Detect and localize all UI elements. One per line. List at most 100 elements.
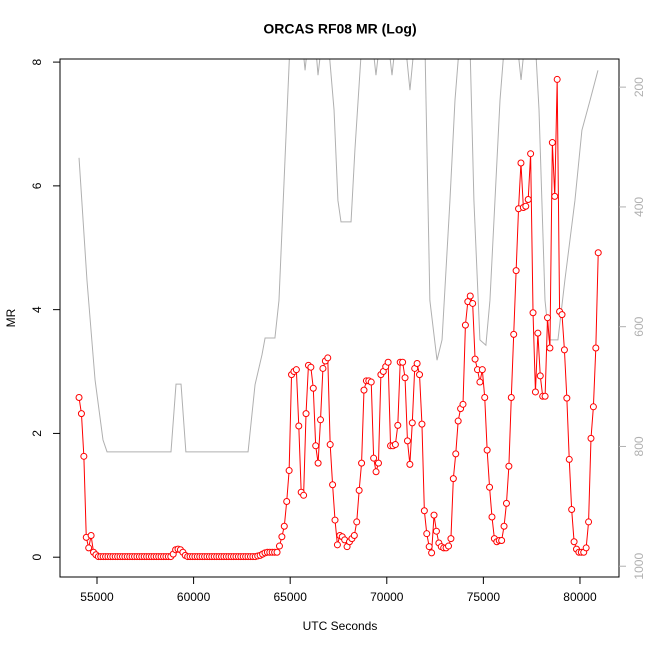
data-point: [312, 442, 320, 450]
data-point: [280, 522, 288, 530]
data-point: [360, 386, 368, 394]
data-point: [587, 434, 595, 442]
data-point: [300, 491, 308, 499]
data-point: [399, 358, 407, 366]
x-tick-label: 65000: [274, 590, 308, 604]
data-point: [534, 329, 542, 337]
x-axis-label: UTC Seconds: [303, 619, 378, 633]
data-point: [563, 394, 571, 402]
x-tick-label: 70000: [370, 590, 404, 604]
data-point: [461, 321, 469, 329]
data-point: [471, 355, 479, 363]
data-point: [425, 543, 433, 551]
y2-tick-label: 1000: [632, 553, 646, 580]
data-point: [481, 394, 489, 402]
data-point: [367, 378, 375, 386]
data-point: [500, 522, 508, 530]
data-point: [87, 532, 95, 540]
data-point: [278, 533, 286, 541]
data-point: [292, 366, 300, 374]
data-point: [283, 497, 291, 505]
y2-tick-label: 200: [632, 77, 646, 97]
series-line: [78, 79, 599, 558]
data-point: [544, 314, 552, 322]
data-point: [558, 311, 566, 319]
data-point: [370, 454, 378, 462]
data-point: [551, 192, 559, 200]
data-point: [333, 541, 341, 549]
data-point: [408, 419, 416, 427]
data-point: [483, 446, 491, 454]
data-point: [432, 527, 440, 535]
data-point: [358, 459, 366, 467]
data-point: [317, 416, 325, 424]
data-point: [295, 422, 303, 430]
data-point: [326, 441, 334, 449]
data-point: [314, 459, 322, 467]
data-point: [403, 437, 411, 445]
data-point: [568, 506, 576, 514]
plot-area: [75, 59, 602, 561]
y-tick-label: 4: [30, 306, 44, 313]
data-point: [466, 292, 474, 300]
data-point: [454, 417, 462, 425]
x-tick-label: 80000: [563, 590, 597, 604]
data-point: [77, 410, 85, 418]
series-line: [78, 59, 599, 453]
data-point: [374, 459, 382, 467]
data-point: [420, 507, 428, 515]
data-point: [541, 392, 549, 400]
y-axis-label: MR: [4, 308, 18, 327]
data-point: [486, 483, 494, 491]
data-point: [447, 535, 455, 543]
data-point: [85, 544, 93, 552]
data-point: [507, 394, 515, 402]
data-point: [560, 346, 568, 354]
data-point: [548, 139, 556, 147]
data-point: [324, 354, 332, 362]
data-point: [469, 299, 477, 307]
data-point: [502, 499, 510, 507]
data-point: [510, 330, 518, 338]
y-tick-label: 2: [30, 430, 44, 437]
data-point: [309, 384, 317, 392]
y-tick-label: 6: [30, 182, 44, 189]
data-point: [582, 544, 590, 552]
data-point: [285, 467, 293, 475]
data-point: [594, 249, 602, 257]
data-point: [394, 421, 402, 429]
y-tick-label: 8: [30, 58, 44, 65]
data-point: [372, 468, 380, 476]
y2-tick-label: 400: [632, 197, 646, 217]
data-point: [505, 462, 513, 470]
data-point: [517, 159, 525, 167]
data-point: [350, 532, 358, 540]
data-point: [353, 518, 361, 526]
data-point: [589, 403, 597, 411]
data-point: [498, 536, 506, 544]
data-point: [307, 363, 315, 371]
y2-tick-label: 600: [632, 316, 646, 336]
data-point: [522, 202, 530, 210]
data-point: [406, 460, 414, 468]
data-point: [570, 538, 578, 546]
x-tick-label: 60000: [177, 590, 211, 604]
chart-title: ORCAS RF08 MR (Log): [263, 21, 416, 37]
data-point: [459, 400, 467, 408]
data-point: [512, 267, 520, 275]
data-point: [476, 378, 484, 386]
x-tick-label: 75000: [467, 590, 501, 604]
data-point: [546, 344, 554, 352]
data-point: [452, 450, 460, 458]
data-point: [565, 455, 573, 463]
data-point: [401, 374, 409, 382]
plot-frame: [59, 58, 620, 578]
data-point: [529, 309, 537, 317]
data-point: [331, 516, 339, 524]
x-tick-label: 55000: [80, 590, 114, 604]
data-point: [536, 372, 544, 380]
data-point: [413, 359, 421, 367]
data-point: [423, 530, 431, 538]
data-point: [416, 371, 424, 379]
